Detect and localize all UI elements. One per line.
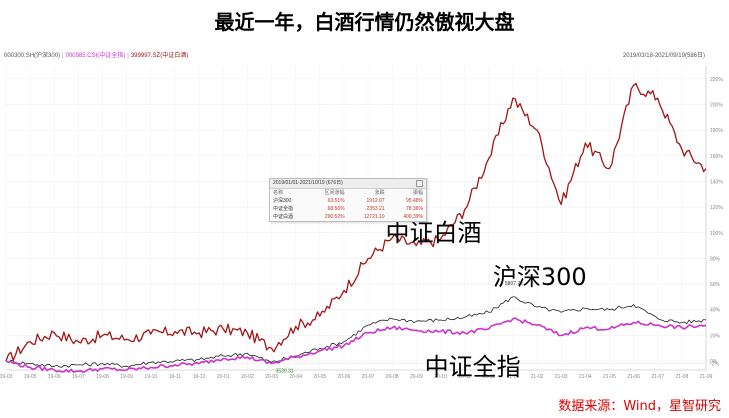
date-range-label: 2019/03/18-2021/09/19(586日) — [622, 53, 705, 59]
x-tick-label: 19-12 — [193, 374, 206, 380]
x-tick-label: 21-05 — [603, 374, 616, 380]
x-tick-label: 19-05 — [24, 374, 37, 380]
x-tick-label: 20-05 — [313, 374, 326, 380]
y-tick-label: 140% — [710, 179, 723, 185]
annotation-high: 5807.72 — [505, 281, 523, 287]
series-line-hs300 — [5, 296, 707, 368]
x-tick-label: 19-09 — [120, 374, 133, 380]
legend-separator: | — [127, 53, 129, 59]
legend-item-csi-all[interactable]: 000985.CSI(中证全指) — [65, 53, 126, 59]
y-tick-label: 80% — [710, 256, 721, 262]
label-liquor: 中证白酒 — [385, 219, 481, 247]
x-tick-label: 19-08 — [96, 374, 109, 380]
stats-cell: 68.56% — [327, 206, 345, 212]
stats-header-delta: 涨跌 — [374, 190, 385, 196]
series-legend: 000300.SH(沪深300) | 000985.CSI(中证全指) | 399997… — [4, 50, 188, 59]
line-chart: -2%0% 20% 40% 60% 80% 100% 120% 140% 160% 180% 200… — [0, 66, 723, 381]
annotation-low: 3530.31 — [276, 368, 294, 374]
y-tick-label: 20% — [710, 333, 721, 339]
legend-separator: | — [62, 53, 64, 59]
x-tick-label: 21-07 — [651, 374, 664, 380]
stats-cell: 沪深300 — [273, 198, 292, 204]
stats-cell: 1912.07 — [366, 198, 385, 204]
x-tick-label: 21-03 — [555, 374, 568, 380]
stats-caption-text: 2019/01/01-2021/10/19 (676日) — [273, 180, 343, 186]
x-tick-label: 20-07 — [362, 374, 375, 380]
stats-popup: 2019/01/01-2021/10/19 (676日) 名称 区间涨幅 涨跌 … — [269, 178, 427, 222]
x-tick-label: 20-03 — [265, 374, 278, 380]
stats-header-row: 名称 区间涨幅 涨跌 振幅 — [270, 189, 426, 197]
stats-cell: 中证白酒 — [273, 214, 294, 220]
stats-cell: 400.39% — [403, 214, 423, 220]
x-tick-label: 20-10 — [434, 374, 447, 380]
chart-title: 最近一年，白酒行情仍然傲视大盘 — [214, 10, 515, 34]
y-tick-label: 60% — [710, 282, 721, 288]
stats-header-change: 区间涨幅 — [324, 190, 345, 196]
stats-cell: 63.51% — [327, 198, 345, 204]
x-tick-label: 19-03 — [0, 374, 13, 380]
x-tick-label: 20-08 — [386, 374, 399, 380]
x-tick-label: 21-01 — [506, 374, 519, 380]
legend-item-hs300[interactable]: 000300.SH(沪深300) — [4, 53, 61, 59]
stats-header-amplitude: 振幅 — [412, 190, 423, 196]
chart-header: 000300.SH(沪深300) | 000985.CSI(中证全指) | 399997… — [4, 50, 725, 60]
x-tick-label: 19-10 — [144, 374, 157, 380]
y-tick-label: 200% — [710, 102, 723, 108]
y-tick-label: 120% — [710, 205, 723, 211]
y-tick-label: 40% — [710, 308, 721, 314]
x-tick-label: 21-08 — [675, 374, 688, 380]
x-tick-label: 21-04 — [579, 374, 592, 380]
x-tick-label: 19-06 — [48, 374, 61, 380]
stats-header-name: 名称 — [273, 190, 284, 196]
y-tick-label: 180% — [710, 128, 723, 134]
x-tick-label: 19-07 — [72, 374, 85, 380]
stats-cell: 290.52% — [324, 214, 345, 220]
x-tick-label: 21-09 — [700, 374, 713, 380]
data-source-note: 数据来源：Wind，星智研究 — [558, 399, 721, 414]
x-tick-label: 20-02 — [241, 374, 254, 380]
table-row[interactable]: 中证白酒 290.52% 12721.10 400.39% — [270, 213, 426, 221]
x-tick-label: 19-11 — [169, 374, 182, 380]
x-tick-label: 20-06 — [338, 374, 351, 380]
stats-cell: 中证全指 — [273, 206, 294, 212]
x-tick-label: 20-04 — [289, 374, 302, 380]
y-tick-label: 100% — [710, 231, 723, 237]
stats-cell: 12721.10 — [363, 214, 385, 220]
stats-cell: 2353.21 — [366, 206, 385, 212]
label-csi-all: 中证全指 — [425, 353, 521, 381]
y-tick-label: 160% — [710, 154, 723, 160]
stats-cell: 78.36% — [406, 206, 423, 212]
stats-cell: 95.48% — [406, 198, 423, 204]
x-tick-label: 20-11 — [458, 374, 471, 380]
y-tick-label: -2% — [710, 362, 719, 368]
y-tick-label: 220% — [710, 77, 723, 83]
close-icon[interactable] — [416, 180, 423, 187]
label-hs300: 沪深300 — [493, 263, 587, 291]
x-tick-label: 21-02 — [531, 374, 544, 380]
series-line-liquor — [5, 82, 707, 362]
series-line-csi-all — [5, 317, 707, 374]
table-row[interactable]: 中证全指 68.56% 2353.21 78.36% — [270, 205, 426, 213]
stats-table: 名称 区间涨幅 涨跌 振幅 沪深300 63.51% 1912.07 95.48… — [270, 189, 426, 221]
table-row[interactable]: 沪深300 63.51% 1912.07 95.48% — [270, 197, 426, 205]
x-tick-label: 21-06 — [627, 374, 640, 380]
x-tick-label: 20-12 — [482, 374, 495, 380]
stats-caption: 2019/01/01-2021/10/19 (676日) — [270, 179, 426, 189]
x-tick-label: 20-01 — [217, 374, 230, 380]
x-tick-label: 20-09 — [410, 374, 423, 380]
legend-item-liquor[interactable]: 399997.SZ(中证白酒) — [130, 53, 189, 59]
y-tick-label: 0% — [710, 359, 718, 365]
